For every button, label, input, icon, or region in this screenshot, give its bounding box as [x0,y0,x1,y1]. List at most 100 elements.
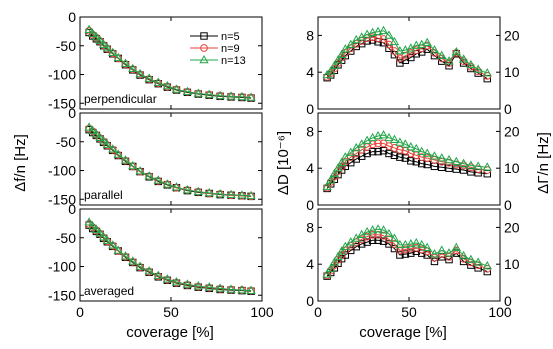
data-point-n=13 [417,146,427,155]
data-point-n=9 [103,141,112,150]
data-point-n=5 [390,151,399,160]
data-point-n=13 [406,142,416,151]
data-point-n=9 [136,70,144,79]
data-point-n=13 [91,129,102,138]
data-point-n=13 [326,66,336,75]
data-point-n=13 [99,136,109,145]
data-point-n=9 [103,237,112,246]
data-point-n=13 [95,132,105,142]
data-point-n=13 [144,266,154,275]
data-point-n=5 [385,240,393,248]
legend-marker-n=9 [200,44,208,52]
data-point-n=13 [384,228,394,238]
data-point-n=13 [429,45,440,54]
data-point-n=9 [452,48,461,57]
data-point-n=13 [482,68,492,77]
data-point-n=13 [144,171,154,180]
data-point-n=13 [193,281,203,290]
data-point-n=13 [326,263,336,273]
data-point-n=13 [340,44,350,53]
data-point-n=9 [108,49,117,58]
data-point-n=13 [444,248,454,257]
data-point-n=13 [162,179,173,188]
data-point-n=13 [128,160,138,170]
y-tick-label: -100 [48,163,76,179]
data-point-n=13 [466,59,476,69]
data-point-n=13 [182,185,193,194]
data-point-n=5 [407,249,415,257]
series-line-n=13 [88,221,252,292]
data-point-n=5 [374,236,382,244]
data-point-n=13 [458,250,469,260]
data-point-n=13 [406,238,416,248]
data-point-n=13 [346,147,356,156]
data-point-n=13 [333,163,343,172]
data-point-n=9 [401,245,410,254]
y-tick-label: -50 [56,134,76,150]
legend-label: n=13 [221,55,246,67]
right-panel-1: 0 4 8 0 10 20 [306,16,520,117]
data-point-n=13 [329,60,340,70]
data-point-n=13 [437,245,447,254]
data-point-n=9 [406,244,415,253]
right-panel-3: 0 4 8 0 10 20 [306,208,520,309]
data-point-n=13 [346,39,356,48]
data-point-n=13 [322,269,332,278]
data-point-n=9 [108,145,117,154]
y-tick-label-left: 4 [306,160,314,176]
data-point-n=13 [422,37,432,47]
y-tick-label: -50 [56,38,76,54]
data-point-n=13 [437,50,447,59]
data-point-n=13 [389,233,400,242]
data-point-n=13 [108,240,118,249]
data-point-n=13 [378,130,389,139]
data-point-n=13 [204,89,214,98]
panel-label: averaged [84,284,134,298]
data-point-n=13 [362,226,372,236]
data-point-n=9 [379,231,388,240]
data-point-n=9 [385,235,393,244]
data-point-n=13 [246,285,256,294]
data-point-n=13 [326,175,336,184]
data-point-n=13 [337,157,347,166]
data-point-n=13 [367,225,378,234]
x-tick-label: 50 [163,304,179,320]
y-tick-label-left: 4 [306,64,314,80]
data-point-n=9 [396,145,404,154]
data-point-n=13 [458,158,469,167]
x-tick-label: 100 [250,304,274,320]
data-point-n=13 [473,161,483,170]
data-point-n=13 [215,90,225,100]
data-point-n=5 [407,157,415,165]
y-tick-label: -50 [56,230,76,246]
data-point-n=9 [103,44,112,53]
data-point-n=9 [114,151,123,159]
data-point-n=5 [445,164,453,172]
data-point-n=13 [237,91,247,101]
series-line-n=13 [88,29,252,98]
data-point-n=13 [367,27,378,36]
data-point-n=13 [458,54,469,63]
data-point-n=13 [373,130,383,140]
data-point-n=13 [482,162,492,171]
data-point-n=13 [102,139,112,148]
data-point-n=13 [182,86,193,96]
data-point-n=9 [154,272,163,281]
data-point-n=13 [171,182,182,191]
data-point-n=9 [145,267,154,276]
data-point-n=9 [352,149,361,158]
series-line-n=13 [326,228,488,275]
y-tick-label: 0 [68,201,76,217]
data-point-n=13 [204,282,214,291]
data-point-n=13 [389,36,400,46]
data-point-n=5 [401,250,410,258]
data-point-n=13 [437,153,447,162]
data-point-n=13 [108,144,118,153]
x-tick-label: 0 [76,304,84,320]
series-line-n=5 [326,150,488,189]
y-tick-label-right: 20 [504,123,520,139]
data-point-n=13 [215,189,225,198]
data-point-n=13 [237,285,247,294]
data-point-n=13 [411,238,421,247]
